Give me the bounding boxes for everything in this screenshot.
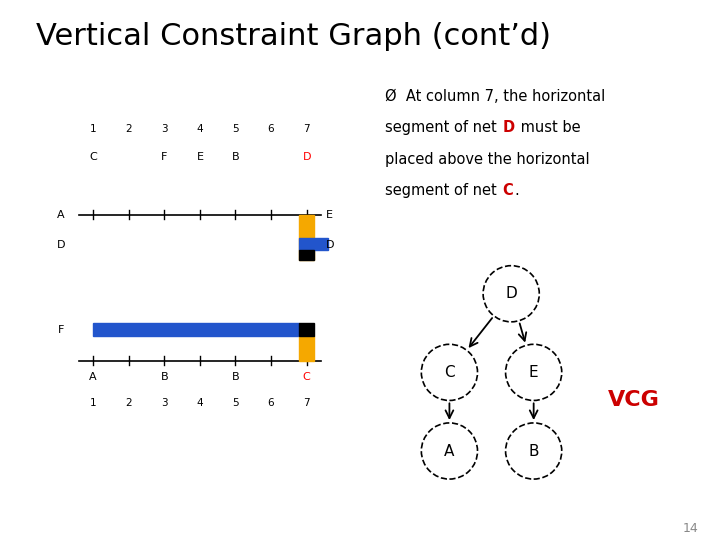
Bar [299, 214, 315, 260]
Bar [299, 323, 315, 336]
Text: C: C [444, 365, 455, 380]
Text: must be: must be [516, 120, 581, 136]
Text: B: B [528, 443, 539, 458]
Text: 3: 3 [161, 398, 168, 408]
Text: placed above the horizontal: placed above the horizontal [385, 152, 590, 167]
Text: 4: 4 [197, 124, 203, 134]
Text: 3: 3 [161, 124, 168, 134]
Text: 5: 5 [232, 398, 239, 408]
Text: A: A [444, 443, 454, 458]
Text: 6: 6 [268, 124, 274, 134]
Text: B: B [232, 152, 239, 161]
Text: 1: 1 [90, 124, 96, 134]
Text: A: A [89, 373, 97, 382]
Text: D: D [503, 120, 515, 136]
Text: 7: 7 [303, 124, 310, 134]
Text: 2: 2 [125, 398, 132, 408]
Circle shape [483, 266, 539, 322]
Bar [299, 336, 315, 361]
Text: segment of net: segment of net [385, 183, 502, 198]
Text: C: C [303, 373, 310, 382]
Text: .: . [515, 183, 520, 198]
Text: Vertical Constraint Graph (cont’d): Vertical Constraint Graph (cont’d) [36, 22, 551, 51]
Text: 7: 7 [303, 398, 310, 408]
Text: B: B [161, 373, 168, 382]
Circle shape [505, 423, 562, 479]
Text: E: E [197, 152, 204, 161]
Text: VCG: VCG [608, 389, 660, 410]
Circle shape [421, 423, 477, 479]
Text: 4: 4 [197, 398, 203, 408]
Text: F: F [58, 325, 64, 335]
Text: A: A [58, 210, 65, 220]
Text: 2: 2 [125, 124, 132, 134]
Text: C: C [503, 183, 513, 198]
Text: 1: 1 [90, 398, 96, 408]
Text: E: E [529, 365, 539, 380]
Circle shape [421, 345, 477, 401]
Text: D: D [57, 240, 66, 250]
Circle shape [505, 345, 562, 401]
Bar [93, 323, 299, 336]
Text: 14: 14 [683, 522, 698, 535]
Bar [299, 238, 328, 249]
Text: C: C [89, 152, 97, 161]
Text: F: F [161, 152, 168, 161]
Text: B: B [232, 373, 239, 382]
Text: Ø  At column 7, the horizontal: Ø At column 7, the horizontal [385, 89, 606, 104]
Text: D: D [505, 286, 517, 301]
Text: 6: 6 [268, 398, 274, 408]
Text: D: D [302, 152, 311, 161]
Bar [299, 249, 315, 260]
Text: 5: 5 [232, 124, 239, 134]
Text: E: E [326, 210, 333, 220]
Text: segment of net: segment of net [385, 120, 502, 136]
Text: D: D [326, 240, 335, 250]
